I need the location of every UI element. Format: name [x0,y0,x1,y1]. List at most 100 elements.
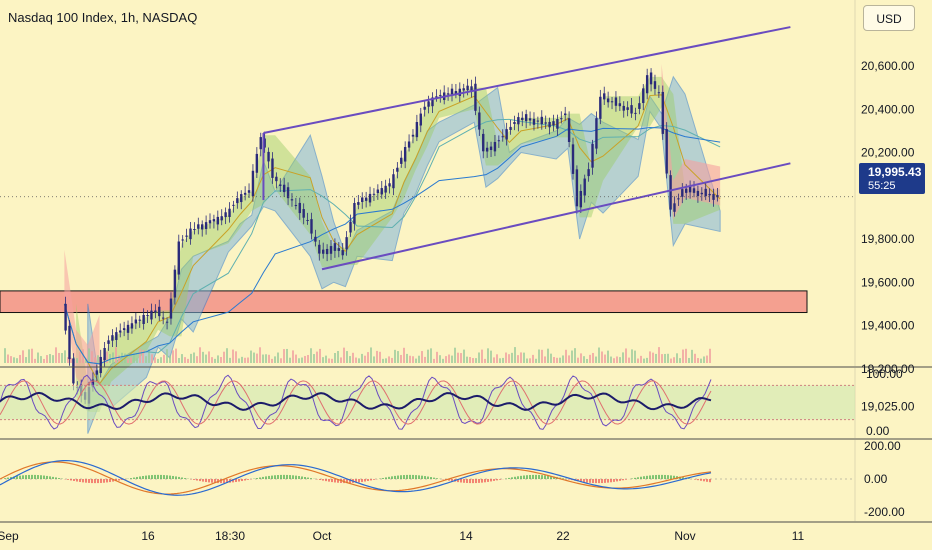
macd-histogram-bar [448,479,450,481]
volume-bar [19,354,21,363]
macd-histogram-bar [34,474,36,479]
macd-histogram-bar [280,474,282,479]
volume-bar [493,357,495,363]
macd-histogram-bar [91,479,93,484]
volume-bar [85,358,87,363]
currency-button[interactable]: USD [863,5,915,31]
volume-bar [691,349,693,363]
macd-histogram-bar [499,479,501,480]
candle-body [606,98,610,103]
candle-body [64,303,67,331]
macd-histogram-bar [82,479,84,483]
macd-histogram-bar [7,477,9,479]
macd-histogram-bar [199,479,201,482]
volume-bar [391,357,393,363]
candle-body [380,188,383,195]
candle-body [505,129,508,140]
candle-body [181,239,184,241]
candle-body [489,146,493,151]
candle-body [501,136,504,138]
candle-body [407,141,411,148]
volume-bar [208,351,210,363]
candle-body [216,216,220,225]
macd-histogram-bar [616,479,618,482]
macd-histogram-bar [52,476,54,479]
volume-bar [517,355,519,363]
macd-histogram-bar [625,479,627,480]
macd-histogram-bar [397,475,399,479]
last-price-badge: 19,995.43 55:25 [859,163,925,194]
macd-histogram-bar [277,475,279,479]
volume-bar [667,353,669,363]
candle-body [665,129,668,174]
macd-histogram-bar [532,474,534,479]
volume-bar [367,352,369,363]
volume-bar [397,351,399,363]
macd-histogram-bar [304,476,306,479]
candle-body [540,116,543,125]
candle-body [521,117,524,121]
volume-bar [154,357,156,363]
macd-histogram-bar [514,476,516,479]
volume-bar [478,352,480,363]
volume-bar [205,354,207,363]
macd-histogram-bar [568,479,570,480]
volume-bar [526,358,528,363]
macd-histogram-bar [457,479,459,483]
macd-histogram-bar [301,476,303,479]
candle-body [634,112,637,114]
volume-bar [286,348,288,363]
volume-bar [52,355,54,363]
price-tick-label: 20,400.00 [861,102,915,116]
macd-histogram-bar [118,479,120,481]
volume-bar [688,357,690,363]
volume-bar [547,348,549,363]
volume-bar [106,351,108,363]
volume-bar [331,358,333,363]
macd-histogram-bar [121,479,123,480]
macd-histogram-bar [331,479,333,483]
volume-bar [307,354,309,363]
macd-histogram-bar [262,476,264,479]
volume-bar [340,357,342,363]
candle-body [142,314,145,325]
candle-body [361,197,364,202]
volume-bar [211,357,213,363]
stoch-k-line [0,374,712,430]
macd-histogram-bar [367,479,369,481]
candle-body [614,97,618,106]
volume-bar [55,347,57,363]
candle-body [224,212,227,218]
candle-body [107,340,110,344]
volume-bar [28,349,30,363]
candle-body [716,195,719,198]
candle-body [267,151,270,162]
volume-bar [514,347,516,363]
macd-histogram-bar [274,475,276,479]
volume-bar [571,350,573,363]
volume-bar [595,356,597,363]
candle-body [700,192,704,195]
macd-histogram-bar [220,479,222,484]
volume-bar [196,356,198,363]
volume-bar [64,350,66,363]
volume-bar [31,348,33,363]
macd-histogram-bar [205,479,207,483]
macd-histogram-bar [640,476,642,479]
volume-bar [508,354,510,363]
macd-histogram-bar [493,479,495,481]
macd-histogram-bar [346,479,348,484]
volume-bar [157,358,159,363]
macd-histogram-bar [271,475,273,479]
candle-body [384,185,387,193]
candle-body [275,176,278,182]
volume-bar [223,351,225,363]
volume-bar [361,353,363,363]
volume-bar [352,352,354,363]
channel-lower-line [321,162,791,271]
macd-histogram-bar [307,477,309,479]
candle-body [446,93,450,95]
volume-bar [46,355,48,363]
volume-bar [436,351,438,363]
